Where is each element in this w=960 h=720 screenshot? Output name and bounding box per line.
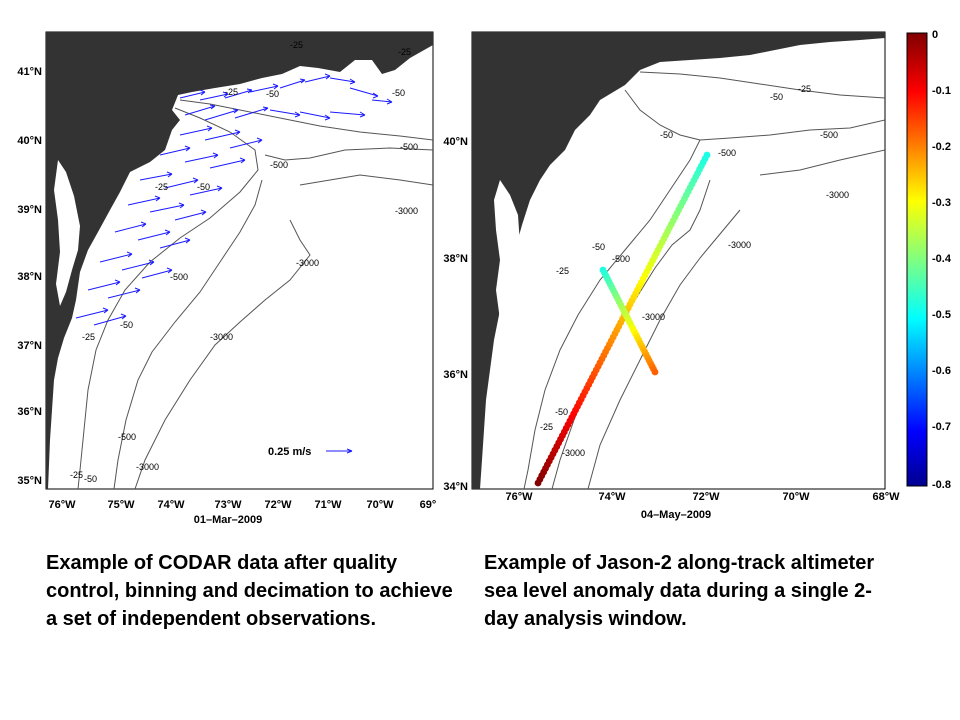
lon-tick: 75°W — [107, 499, 135, 511]
contour-label: -50 — [770, 92, 783, 102]
lat-tick: 36°N — [17, 406, 42, 418]
contour-label: -3000 — [826, 190, 849, 200]
right-lat-ticks: 40°N 38°N 36°N 34°N — [443, 136, 468, 493]
contour-label: -50 — [197, 182, 210, 192]
lon-tick: 76°W — [505, 491, 533, 503]
lat-tick: 40°N — [443, 136, 468, 148]
lat-tick: 39°N — [17, 204, 42, 216]
right-bay — [494, 180, 520, 320]
contour-label: -50 — [120, 320, 133, 330]
lat-tick: 37°N — [17, 340, 42, 352]
scale-arrow — [326, 448, 353, 454]
right-land — [472, 32, 885, 489]
lat-tick: 41°N — [17, 66, 42, 78]
lon-tick: 71°W — [314, 499, 342, 511]
right-map: -25 -50 -50 -500 -500 -3000 -3000 -25 -5… — [443, 31, 900, 521]
left-contour-labels: -25 -25 -25 -50 -50 -25 -50 -500 -500 -3… — [70, 40, 418, 484]
lon-tick: 74°W — [598, 491, 626, 503]
contour-label: -500 — [612, 254, 630, 264]
codar-vectors — [75, 73, 393, 326]
altimeter-tracks — [534, 151, 711, 487]
colorbar-tick: -0.5 — [932, 309, 951, 321]
contour-label: -3000 — [210, 332, 233, 342]
lon-tick: 76°W — [48, 499, 76, 511]
contour-label: -50 — [266, 89, 279, 99]
lon-tick: 72°W — [692, 491, 720, 503]
left-lat-ticks: 41°N 40°N 39°N 38°N 37°N 36°N 35°N — [17, 66, 42, 487]
lat-tick: 35°N — [17, 475, 42, 487]
colorbar-tick: -0.7 — [932, 421, 951, 433]
lon-tick: 68°W — [872, 491, 900, 503]
contour-label: -25 — [798, 84, 811, 94]
lon-tick: 73°W — [214, 499, 242, 511]
colorbar-tick: -0.6 — [932, 365, 951, 377]
right-lon-ticks: 76°W 74°W 72°W 70°W 68°W — [505, 491, 900, 503]
right-date: 04–May–2009 — [641, 509, 711, 521]
colorbar-tick: -0.3 — [932, 197, 951, 209]
contour-label: -500 — [270, 160, 288, 170]
contour-label: -500 — [400, 142, 418, 152]
colorbar-gradient — [906, 32, 928, 487]
track-point — [651, 368, 659, 376]
contour-label: -50 — [84, 474, 97, 484]
contour-label: -3000 — [136, 462, 159, 472]
left-map: 0.25 m/s -25 -25 -25 -50 -50 -25 -50 -50… — [17, 31, 436, 526]
contour-label: -500 — [118, 432, 136, 442]
lon-tick: 72°W — [264, 499, 292, 511]
left-land — [46, 32, 433, 489]
colorbar-ticks: 0 -0.1 -0.2 -0.3 -0.4 -0.5 -0.6 -0.7 -0.… — [932, 29, 952, 491]
contour-label: -25 — [556, 266, 569, 276]
contour-label: -50 — [660, 130, 673, 140]
contour-label: -3000 — [562, 448, 585, 458]
left-lon-ticks: 76°W 75°W 74°W 73°W 72°W 71°W 70°W 69° — [48, 499, 436, 511]
scale-label: 0.25 m/s — [268, 446, 311, 458]
lat-tick: 40°N — [17, 135, 42, 147]
contour-label: -500 — [718, 148, 736, 158]
contour-label: -25 — [82, 332, 95, 342]
contour-label: -50 — [392, 88, 405, 98]
contour-label: -50 — [555, 407, 568, 417]
lon-tick: 69° — [420, 499, 437, 511]
caption-jason: Example of Jason-2 along-track altimeter… — [484, 552, 875, 630]
contour-label: -25 — [155, 182, 168, 192]
lat-tick: 38°N — [17, 271, 42, 283]
contour-label: -3000 — [642, 312, 665, 322]
contour-label: -50 — [592, 242, 605, 252]
lon-tick: 74°W — [157, 499, 185, 511]
contour-label: -25 — [70, 470, 83, 480]
left-bay — [54, 160, 80, 306]
colorbar-tick: -0.8 — [932, 479, 951, 491]
contour-label: -25 — [225, 87, 238, 97]
contour-label: -500 — [170, 272, 188, 282]
contour-label: -3000 — [728, 240, 751, 250]
track-point — [703, 151, 711, 159]
left-contours — [77, 99, 433, 489]
contour-labels: -25 -50 -50 -500 -500 -3000 -3000 -25 -5… — [540, 84, 849, 458]
contour-label: -500 — [820, 130, 838, 140]
contour-label: -3000 — [296, 258, 319, 268]
figure-canvas: 0.25 m/s -25 -25 -25 -50 -50 -25 -50 -50… — [17, 29, 952, 526]
lat-tick: 36°N — [443, 369, 468, 381]
colorbar-tick: -0.1 — [932, 85, 951, 97]
contour-label: -25 — [290, 40, 303, 50]
colorbar-tick: -0.2 — [932, 141, 951, 153]
left-date: 01–Mar–2009 — [194, 514, 263, 526]
lon-tick: 70°W — [366, 499, 394, 511]
lon-tick: 70°W — [782, 491, 810, 503]
colorbar-tick: 0 — [932, 29, 938, 41]
contour-label: -25 — [398, 47, 411, 57]
lat-tick: 34°N — [443, 481, 468, 493]
caption-codar: Example of CODAR data after quality cont… — [46, 552, 453, 630]
contour-label: -3000 — [395, 206, 418, 216]
colorbar-tick: -0.4 — [932, 253, 952, 265]
colorbar: 0 -0.1 -0.2 -0.3 -0.4 -0.5 -0.6 -0.7 -0.… — [906, 29, 952, 491]
lat-tick: 38°N — [443, 253, 468, 265]
contour-label: -25 — [540, 422, 553, 432]
